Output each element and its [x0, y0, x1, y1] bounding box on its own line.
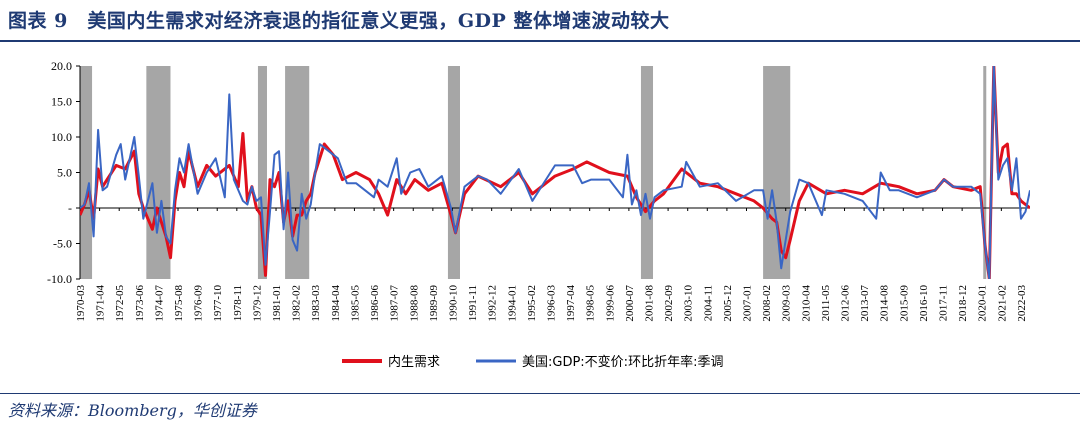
recession-band: [640, 66, 654, 279]
x-tick-label: 2002-09: [663, 285, 675, 322]
x-tick-label: 2003-10: [683, 285, 695, 322]
x-tick-label: 2018-12: [957, 285, 969, 322]
x-tick-label: 1989-09: [428, 285, 440, 322]
chart-title: 图表 9 美国内生需求对经济衰退的指征意义更强，GDP 整体增速波动较大: [8, 10, 670, 32]
x-tick-label: 1971-04: [95, 285, 107, 322]
series-line-gdp: [80, 66, 1030, 279]
x-tick-label: 1982-02: [291, 285, 303, 322]
x-tick-label: 2015-09: [898, 285, 910, 322]
x-tick-label: 2012-06: [840, 285, 852, 322]
x-tick-label: 1970-03: [75, 285, 87, 322]
x-tick-label: 1979-12: [251, 285, 263, 322]
x-tick-label: 1991-11: [467, 285, 479, 321]
x-tick-label: 2008-02: [761, 285, 773, 322]
recession-band: [80, 66, 93, 279]
title-divider: [0, 40, 1080, 42]
x-tick-label: 1978-11: [232, 285, 244, 321]
x-tick-label: 1996-03: [545, 285, 557, 322]
y-tick-label: 5.0: [57, 166, 72, 180]
recession-band: [257, 66, 267, 279]
x-tick-label: 1976-09: [193, 285, 205, 322]
x-tick-label: 2021-02: [996, 285, 1008, 322]
x-tick-label: 1999-06: [604, 285, 616, 322]
x-tick-label: 2004-11: [702, 285, 714, 321]
x-tick-label: 1992-12: [487, 285, 499, 322]
recession-band: [447, 66, 460, 279]
x-tick-label: 1972-05: [114, 285, 126, 322]
footer-divider: [0, 393, 1080, 394]
x-tick-label: 1975-08: [173, 285, 185, 322]
x-tick-label: 1986-06: [369, 285, 381, 322]
x-tick-label: 2017-11: [938, 285, 950, 321]
x-tick-label: 2001-08: [643, 285, 655, 322]
recession-band: [763, 66, 791, 279]
y-tick-label: -10.0: [47, 272, 72, 286]
x-tick-label: 2007-01: [742, 285, 754, 322]
x-tick-label: 1984-04: [330, 285, 342, 322]
y-tick-label: -5.0: [53, 237, 72, 251]
legend-gdp-label: 美国:GDP:不变价:环比折年率:季调: [522, 354, 723, 370]
x-tick-label: 2005-12: [722, 285, 734, 322]
x-tick-label: 1973-06: [134, 285, 146, 322]
x-tick-label: 2011-05: [820, 285, 832, 322]
x-tick-label: 1998-05: [585, 285, 597, 322]
y-tick-label: 20.0: [51, 59, 72, 73]
x-tick-label: 2014-08: [879, 285, 891, 322]
x-tick-label: 2016-10: [918, 285, 930, 322]
x-tick-label: 1983-03: [310, 285, 322, 322]
x-tick-label: 1990-10: [447, 285, 459, 322]
source-note: 资料来源：Bloomberg，华创证券: [8, 401, 257, 420]
y-tick-label: -: [68, 201, 72, 215]
x-tick-label: 2022-03: [1016, 285, 1028, 322]
x-tick-label: 1997-04: [565, 285, 577, 322]
series-line-domestic-demand: [80, 66, 1030, 279]
x-tick-label: 1974-07: [153, 285, 165, 322]
y-tick-label: 10.0: [51, 130, 72, 144]
recession-band: [983, 66, 987, 279]
x-tick-label: 2013-07: [859, 285, 871, 322]
x-tick-label: 1981-01: [271, 285, 283, 322]
x-tick-label: 1994-01: [506, 285, 518, 322]
x-tick-label: 1977-10: [212, 285, 224, 322]
y-tick-label: 15.0: [51, 95, 72, 109]
x-tick-label: 1985-05: [349, 285, 361, 322]
x-tick-label: 2000-07: [624, 285, 636, 322]
x-tick-label: 1995-02: [526, 285, 538, 322]
x-tick-label: 2020-01: [977, 285, 989, 322]
x-tick-label: 2010-04: [800, 285, 812, 322]
x-tick-label: 2009-03: [781, 285, 793, 322]
x-tick-label: 1987-07: [389, 285, 401, 322]
x-tick-label: 1988-08: [408, 285, 420, 322]
legend-domestic-demand-label: 内生需求: [388, 354, 440, 370]
